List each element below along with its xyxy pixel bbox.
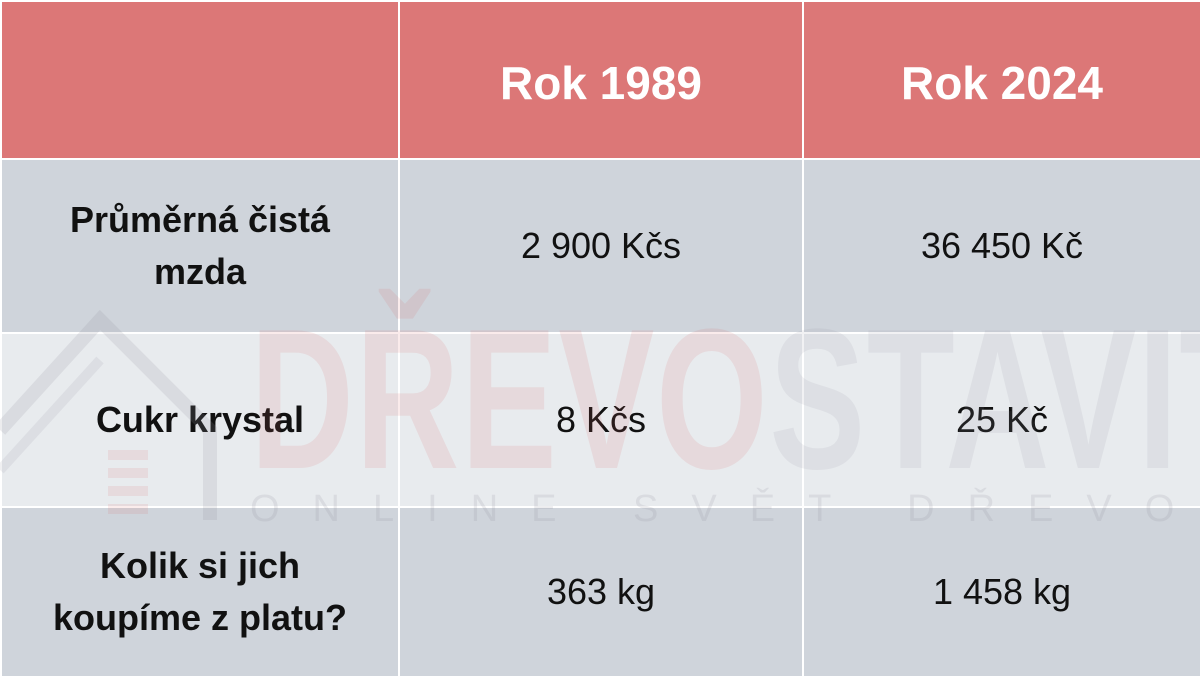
cell-2024: 25 Kč (802, 332, 1200, 508)
header-empty (0, 0, 400, 160)
header-2024: Rok 2024 (802, 0, 1200, 160)
header-1989: Rok 1989 (398, 0, 804, 160)
cell-2024: 36 450 Kč (802, 158, 1200, 334)
table-row: Cukr krystal 8 Kčs 25 Kč (0, 332, 1200, 508)
cell-1989: 2 900 Kčs (398, 158, 804, 334)
cell-1989: 8 Kčs (398, 332, 804, 508)
cell-2024: 1 458 kg (802, 506, 1200, 678)
table-row: Průměrná čistá mzda 2 900 Kčs 36 450 Kč (0, 158, 1200, 334)
table-row: Kolik si jich koupíme z platu? 363 kg 1 … (0, 506, 1200, 678)
header-row: Rok 1989 Rok 2024 (0, 0, 1200, 160)
row-label: Průměrná čistá mzda (0, 158, 400, 334)
cell-1989: 363 kg (398, 506, 804, 678)
row-label: Kolik si jich koupíme z platu? (0, 506, 400, 678)
row-label: Cukr krystal (0, 332, 400, 508)
